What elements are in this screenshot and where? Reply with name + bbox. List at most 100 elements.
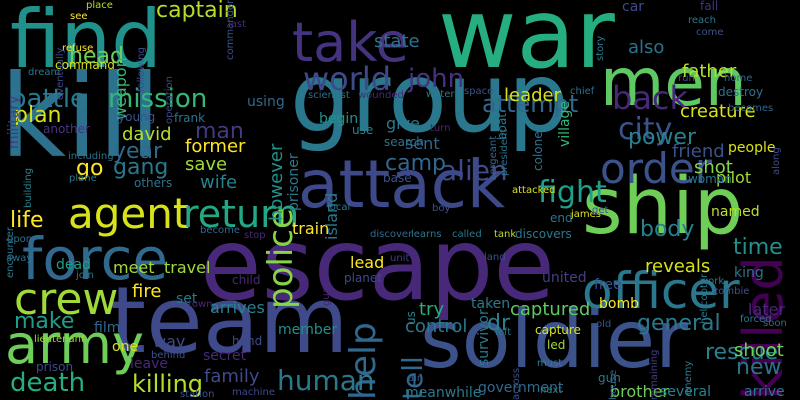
word-secret: secret (203, 348, 247, 364)
word-zombie: zombie (713, 286, 750, 297)
word-save: save (185, 154, 228, 175)
word-dr: dr (487, 311, 511, 336)
word-take: take (292, 11, 409, 74)
word-become: become (200, 225, 241, 236)
word-united: united (542, 270, 587, 286)
word-however: however (266, 143, 287, 222)
word-frank: frank (174, 111, 206, 125)
word-force: force (22, 225, 169, 293)
word-life: life (10, 208, 44, 233)
word-escape: escape (200, 206, 555, 323)
word-turn: turn (430, 123, 451, 134)
word-attacked: attacked (512, 185, 556, 196)
word-building: building (23, 167, 34, 208)
word-story: story (595, 35, 606, 61)
word-learns: learns (411, 229, 442, 240)
word-becomes: becomes (728, 103, 774, 114)
word-use: use (352, 123, 374, 137)
word-give: give (386, 114, 420, 133)
word-president: president (499, 128, 510, 176)
word-friend: friend (672, 141, 725, 162)
word-command: command (55, 58, 115, 72)
word-bomb: bomb (599, 296, 639, 312)
word-set: set (176, 291, 198, 307)
word-soon: soon (763, 318, 787, 329)
word-member: member (278, 322, 338, 338)
word-control: control (405, 316, 468, 337)
word-team: team (110, 267, 349, 374)
word-dead: dead (56, 257, 91, 273)
word-search: search (384, 135, 424, 149)
word-behind: behind (151, 350, 186, 361)
word-following: following (136, 46, 147, 92)
word-young: young (118, 110, 156, 124)
word-battle: battle (10, 84, 87, 114)
word-prison: prison (36, 360, 74, 374)
word-former: former (185, 136, 246, 157)
word-place: place (86, 0, 113, 11)
word-train: train (292, 219, 330, 238)
word-soldier: soldier (420, 293, 688, 386)
word-reach: reach (688, 15, 717, 26)
word-lieutenant: lieutenant (34, 334, 85, 345)
word-others: others (134, 176, 173, 190)
word-including: including (68, 151, 114, 162)
word-time: time (733, 235, 783, 260)
word-human: human (277, 364, 375, 397)
word-war: war (438, 0, 615, 90)
word-old: old (596, 319, 612, 330)
word-work: work (700, 276, 725, 287)
word-sergeant: sergeant (488, 135, 499, 180)
word-fire: fire (132, 281, 162, 302)
word-fight: fight (538, 175, 607, 210)
word-commander: commander (225, 0, 236, 61)
word-general: general (637, 311, 721, 336)
word-left: left (495, 327, 512, 338)
word-stop: stop (244, 230, 266, 241)
word-alien: alien (440, 154, 508, 187)
word-family: family (204, 366, 260, 387)
word-military: military (6, 96, 22, 150)
word-run: run (678, 73, 695, 84)
word-named: named (711, 204, 760, 220)
word-woman: woman (688, 172, 732, 186)
word-state: state (374, 31, 420, 52)
word-discover: discover (370, 229, 413, 240)
word-taken: taken (471, 296, 511, 312)
word-away: away (6, 253, 33, 264)
word-go: go (76, 156, 104, 181)
word-get: get (592, 205, 609, 216)
word-wife: wife (200, 172, 238, 193)
word-agent: agent (68, 189, 190, 238)
word-mission: mission (108, 84, 208, 114)
word-must: must (537, 358, 563, 369)
word-officer: officer (582, 262, 740, 320)
word-next: next (540, 385, 563, 396)
word-city: city (618, 112, 673, 147)
word-death: death (10, 368, 86, 398)
word-sent: sent (405, 134, 440, 153)
word-town: town (188, 299, 213, 310)
word-men: men (600, 44, 747, 121)
word-guard: guard (321, 276, 332, 306)
word-creature: creature (680, 101, 756, 122)
word-tank: tank (494, 229, 517, 240)
word-begin: begin (319, 111, 359, 127)
word-scientist: scientist (308, 90, 350, 101)
word-attack: attack (298, 146, 506, 223)
word-gun: gun (598, 371, 621, 385)
word-along: along (771, 147, 782, 175)
word-new: new (736, 355, 782, 380)
word-land: land (484, 252, 506, 263)
word-rescue: rescue (705, 340, 779, 365)
word-james: james (571, 209, 602, 220)
word-film: film (94, 320, 121, 336)
word-crew: crew (14, 274, 119, 325)
word-fall: fall (700, 0, 719, 13)
word-come: come (696, 27, 724, 38)
word-forced: forced (740, 314, 772, 325)
word-john: john (408, 64, 465, 94)
word-last: last (228, 19, 247, 30)
word-child: child (232, 273, 261, 287)
